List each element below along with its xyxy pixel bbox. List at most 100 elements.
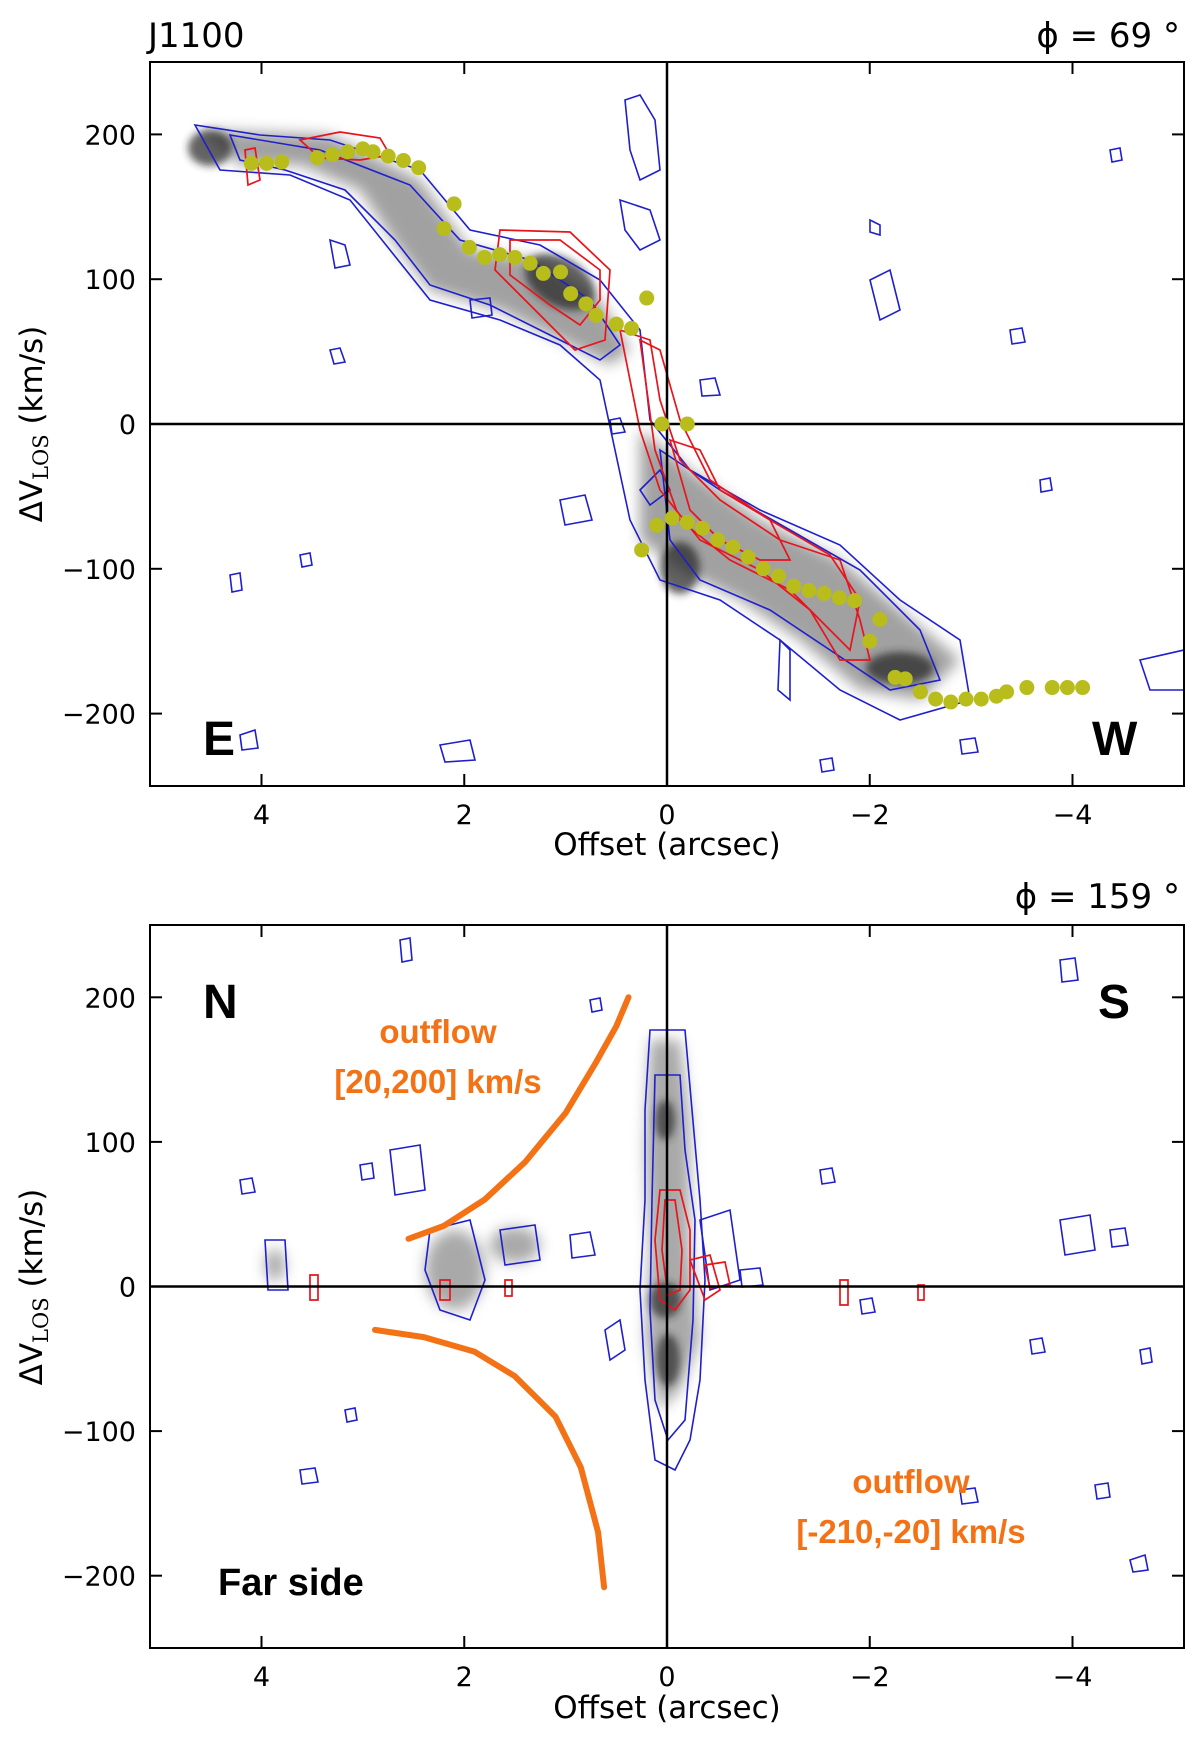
- bottom-x-tick-label: 4: [253, 1662, 270, 1693]
- kinematic-point: [943, 694, 959, 710]
- outflow-curve-negative: [372, 1326, 608, 1591]
- kinematic-point: [522, 255, 538, 271]
- kinematic-point: [664, 510, 680, 526]
- kinematic-point: [563, 286, 579, 302]
- bottom-model-contours: [309, 1189, 925, 1312]
- top-emission-core: [188, 130, 934, 684]
- outflow-annotation-positive-line2: [20,200] km/s: [334, 1063, 541, 1100]
- kinematic-point: [1059, 680, 1075, 696]
- kinematic-point: [710, 532, 726, 548]
- bottom-axis-ticks: 4 2 0 −2 −4 −200 −100 0 100 200: [62, 925, 1184, 1693]
- kinematic-point: [608, 316, 624, 332]
- top-x-tick-label: 0: [658, 800, 675, 831]
- kinematic-point: [324, 147, 340, 163]
- kinematic-point: [259, 155, 275, 171]
- kinematic-point: [786, 578, 802, 594]
- kinematic-point: [624, 320, 640, 336]
- bottom-x-tick-label: −4: [1053, 1662, 1093, 1693]
- top-y-tick-label: −200: [62, 700, 136, 731]
- kinematic-point: [679, 514, 695, 530]
- top-x-tick-label: 2: [456, 800, 473, 831]
- kinematic-point: [1075, 680, 1091, 696]
- bottom-observed-contours: [239, 937, 1153, 1573]
- kinematic-point: [999, 684, 1015, 700]
- kinematic-point: [446, 196, 462, 212]
- kinematic-point: [309, 150, 325, 166]
- bottom-angle-label: ϕ = 159 °: [1015, 877, 1180, 917]
- kinematic-point: [740, 549, 756, 565]
- kinematic-point: [958, 691, 974, 707]
- kinematic-point: [477, 249, 493, 265]
- top-y-tick-label: 0: [119, 410, 136, 441]
- top-emission: [200, 130, 960, 700]
- top-x-tick-label: 4: [253, 800, 270, 831]
- kinematic-point: [847, 593, 863, 609]
- bottom-corner-label-south: S: [1098, 976, 1130, 1029]
- top-angle-label: ϕ = 69 °: [1036, 16, 1180, 56]
- kinematic-point: [771, 568, 787, 584]
- kinematic-point: [411, 160, 427, 176]
- bottom-x-tick-label: 2: [456, 1662, 473, 1693]
- kinematic-point: [507, 249, 523, 265]
- top-panel: J1100 ϕ = 69 °: [14, 16, 1185, 863]
- top-axis-ticks: 4 2 0 −2 −4 −200 −100 0 100 200: [62, 62, 1184, 831]
- bottom-y-tick-label: −100: [62, 1417, 136, 1448]
- bottom-y-axis-title-main: ΔV: [14, 1343, 50, 1385]
- top-observed-contours: [193, 94, 1184, 773]
- bottom-x-tick-label: −2: [850, 1662, 890, 1693]
- kinematic-point: [872, 611, 888, 627]
- top-y-tick-label: 100: [84, 265, 136, 296]
- outflow-curve-positive: [405, 994, 632, 1242]
- outflow-annotation-negative-line1: outflow: [852, 1463, 970, 1500]
- bottom-y-axis-title: ΔVLOS (km/s): [14, 1189, 53, 1386]
- kinematic-point: [340, 144, 356, 160]
- bottom-y-tick-label: 200: [84, 983, 136, 1014]
- top-corner-label-west: W: [1092, 713, 1138, 766]
- kinematic-point: [639, 290, 655, 306]
- kinematic-point: [649, 517, 665, 533]
- top-y-axis-title: ΔVLOS (km/s): [14, 326, 53, 523]
- kinematic-point: [1019, 680, 1035, 696]
- kinematic-point: [243, 155, 259, 171]
- kinematic-point: [1044, 680, 1060, 696]
- kinematic-point: [831, 590, 847, 606]
- bottom-y-axis-title-sub: LOS: [29, 1297, 53, 1343]
- kinematic-point: [365, 144, 381, 160]
- bottom-plot-area: [239, 937, 1153, 1573]
- bottom-far-side-label: Far side: [218, 1562, 364, 1604]
- kinematic-point: [679, 416, 695, 432]
- kinematic-point: [973, 691, 989, 707]
- bottom-x-axis-title: Offset (arcsec): [553, 1690, 781, 1726]
- bottom-y-tick-label: 0: [119, 1273, 136, 1304]
- bottom-y-tick-label: −200: [62, 1562, 136, 1593]
- outflow-annotation-positive-line1: outflow: [379, 1013, 497, 1050]
- kinematic-point: [492, 247, 508, 263]
- kinematic-point: [862, 633, 878, 649]
- top-kinematic-points: [243, 141, 1091, 710]
- top-corner-label-east: E: [203, 713, 235, 766]
- bottom-x-tick-label: 0: [658, 1662, 675, 1693]
- top-y-tick-label: −100: [62, 555, 136, 586]
- kinematic-point: [725, 539, 741, 555]
- kinematic-point: [578, 296, 594, 312]
- kinematic-point: [755, 561, 771, 577]
- kinematic-point: [816, 585, 832, 601]
- kinematic-point: [897, 671, 913, 687]
- top-x-axis-title: Offset (arcsec): [553, 827, 781, 863]
- kinematic-point: [380, 148, 396, 164]
- top-y-axis-title-unit: (km/s): [14, 326, 50, 435]
- bottom-panel: ϕ = 159 °: [14, 877, 1185, 1726]
- kinematic-point: [274, 154, 290, 170]
- kinematic-point: [654, 416, 670, 432]
- top-x-tick-label: −2: [850, 800, 890, 831]
- top-y-axis-title-main: ΔV: [14, 480, 50, 522]
- top-panel-title: J1100: [146, 16, 245, 56]
- bottom-y-tick-label: 100: [84, 1128, 136, 1159]
- bottom-corner-label-north: N: [203, 976, 238, 1029]
- kinematic-point: [694, 520, 710, 536]
- kinematic-point: [553, 264, 569, 280]
- kinematic-point: [436, 221, 452, 237]
- top-y-tick-label: 200: [84, 120, 136, 151]
- top-y-axis-title-sub: LOS: [29, 434, 53, 480]
